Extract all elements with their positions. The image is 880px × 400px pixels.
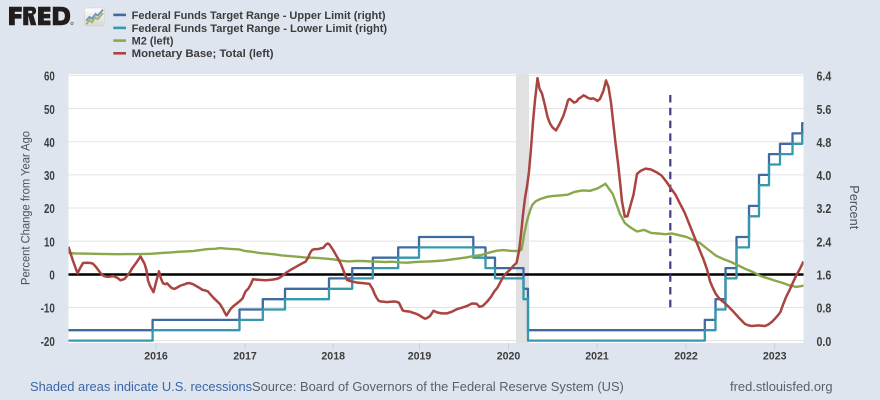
- svg-text:6.4: 6.4: [817, 70, 832, 84]
- svg-text:Percent Change from Year Ago: Percent Change from Year Ago: [21, 131, 33, 285]
- svg-text:2016: 2016: [144, 351, 168, 363]
- svg-text:2.4: 2.4: [817, 235, 832, 249]
- svg-text:20: 20: [44, 202, 55, 216]
- svg-text:2022: 2022: [674, 351, 698, 363]
- svg-text:2020: 2020: [497, 351, 521, 363]
- svg-text:50: 50: [44, 103, 55, 117]
- svg-text:0.0: 0.0: [817, 335, 832, 349]
- svg-text:0.8: 0.8: [817, 302, 832, 316]
- svg-text:2018: 2018: [321, 351, 345, 363]
- svg-text:M2 (left): M2 (left): [132, 36, 174, 48]
- svg-text:2017: 2017: [233, 351, 257, 363]
- svg-text:10: 10: [44, 235, 55, 249]
- svg-text:Percent: Percent: [847, 185, 862, 229]
- svg-text:40: 40: [44, 136, 55, 150]
- svg-text:2019: 2019: [408, 351, 432, 363]
- svg-text:2023: 2023: [763, 351, 787, 363]
- svg-text:Monetary Base; Total (left): Monetary Base; Total (left): [132, 48, 274, 60]
- svg-text:30: 30: [44, 169, 55, 183]
- svg-text:3.2: 3.2: [817, 202, 832, 216]
- svg-text:4.8: 4.8: [817, 136, 832, 150]
- svg-text:60: 60: [44, 70, 55, 84]
- svg-text:1.6: 1.6: [817, 269, 832, 283]
- svg-text:-10: -10: [41, 302, 55, 316]
- svg-text:0: 0: [49, 269, 54, 283]
- svg-text:5.6: 5.6: [817, 103, 832, 117]
- svg-text:-20: -20: [41, 335, 55, 349]
- svg-text:4.0: 4.0: [817, 169, 832, 183]
- svg-text:2021: 2021: [585, 351, 609, 363]
- svg-text:Federal Funds Target Range - L: Federal Funds Target Range - Lower Limit…: [132, 23, 388, 35]
- svg-text:Federal Funds Target Range - U: Federal Funds Target Range - Upper Limit…: [132, 10, 386, 22]
